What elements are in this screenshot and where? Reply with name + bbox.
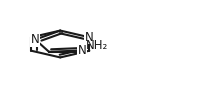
Text: N: N <box>78 44 87 57</box>
Text: N: N <box>85 31 94 44</box>
Text: N: N <box>31 33 40 46</box>
Text: NH₂: NH₂ <box>86 39 108 52</box>
